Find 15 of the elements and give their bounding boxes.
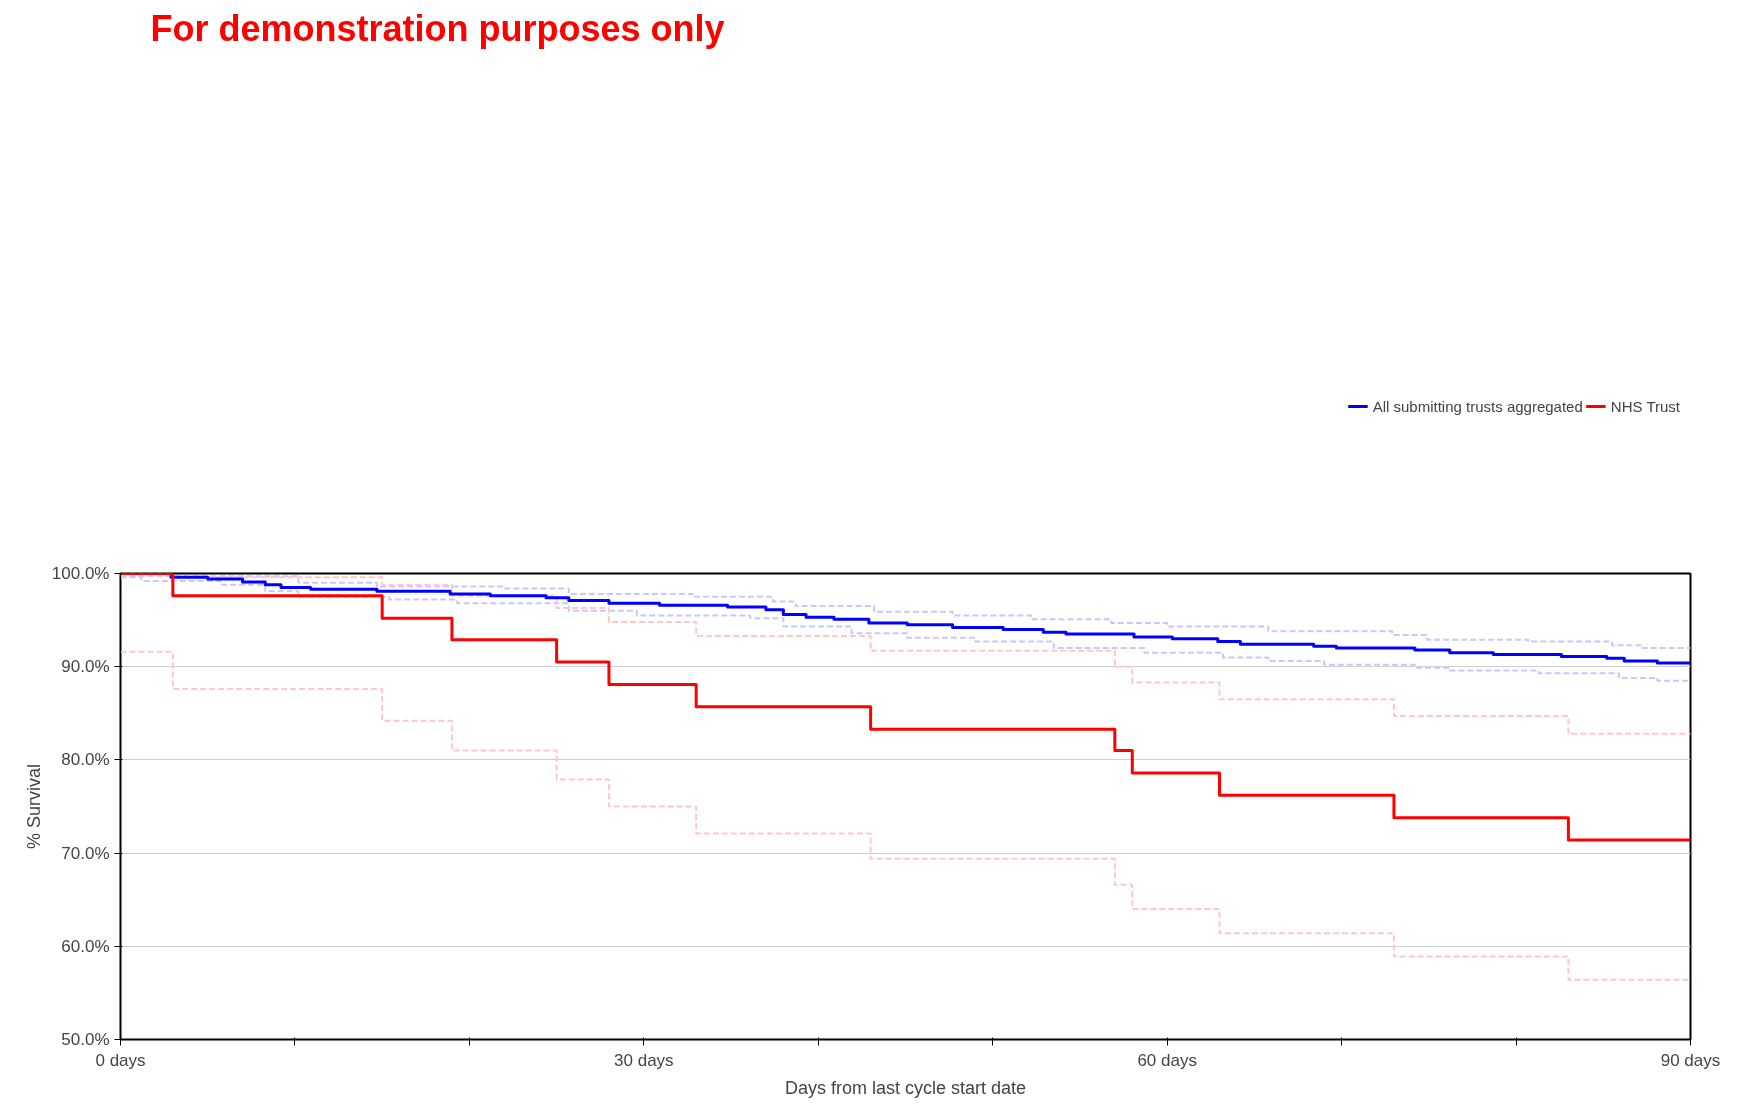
x-tick-label: 0 days [95, 1050, 146, 1070]
y-tick-label: 90.0% [61, 657, 110, 677]
x-tick-label: 30 days [614, 1050, 674, 1070]
y-tick-label: 70.0% [61, 843, 110, 863]
y-axis-title: % Survival [23, 763, 44, 850]
y-tick-label: 60.0% [61, 936, 110, 956]
chart-title: For demonstration purposes only [150, 7, 725, 49]
y-tick-label: 100.0% [51, 564, 110, 583]
y-tick-label: 50.0% [61, 1030, 110, 1049]
x-axis-title: Days from last cycle start date [784, 1077, 1027, 1098]
x-tick-label: 90 days [1660, 1050, 1721, 1070]
legend-label: All submitting trusts aggregated [1372, 397, 1583, 415]
y-tick-label: 80.0% [61, 750, 110, 770]
x-tick-label: 60 days [1137, 1050, 1197, 1070]
legend-label: NHS Trust [1610, 397, 1680, 415]
